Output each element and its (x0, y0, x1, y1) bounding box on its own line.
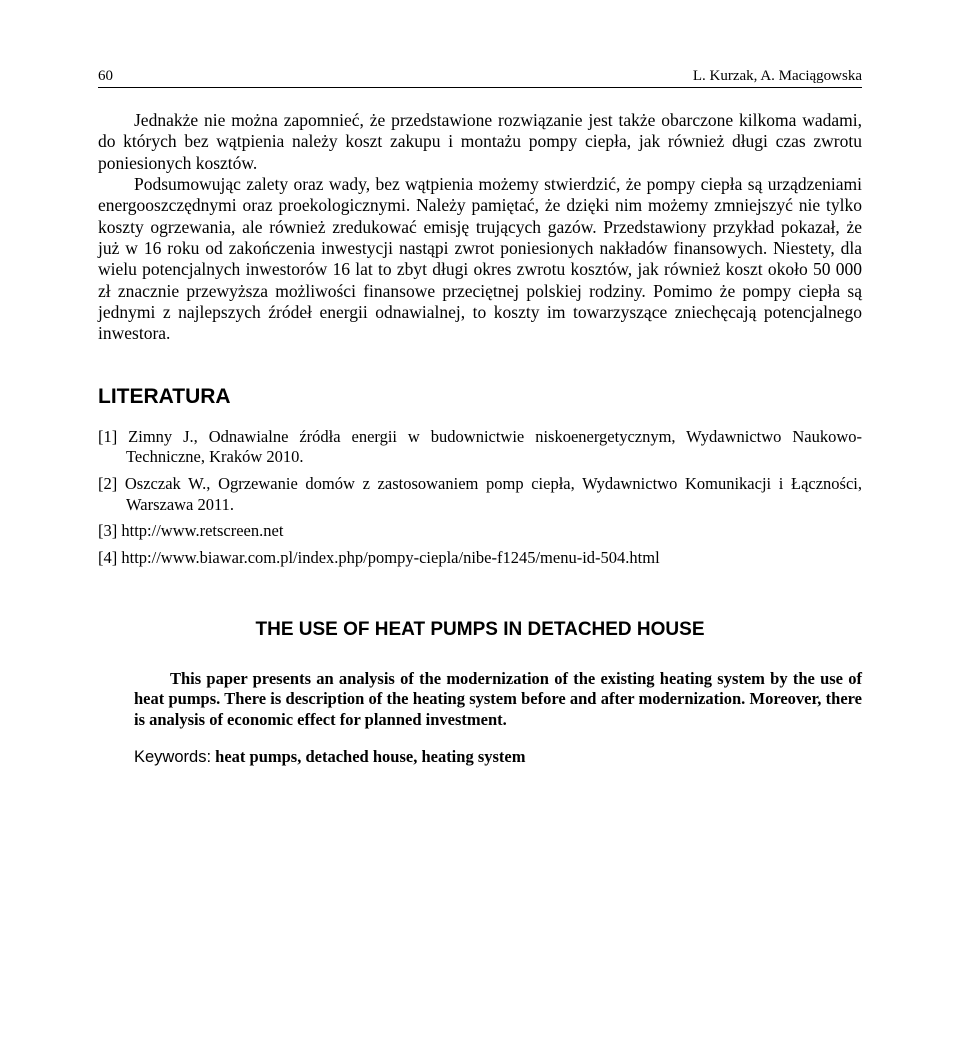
reference-item: [1] Zimny J., Odnawialne źródła energii … (98, 427, 862, 468)
keywords-value: heat pumps, detached house, heating syst… (211, 747, 525, 766)
english-abstract: This paper presents an analysis of the m… (98, 669, 862, 731)
english-title: THE USE OF HEAT PUMPS IN DETACHED HOUSE (98, 619, 862, 641)
reference-item: [2] Oszczak W., Ogrzewanie domów z zasto… (98, 474, 862, 515)
reference-item: [4] http://www.biawar.com.pl/index.php/p… (98, 548, 862, 569)
abstract-text: This paper presents an analysis of the m… (134, 669, 862, 729)
keywords-label: Keywords: (134, 748, 211, 766)
reference-item: [3] http://www.retscreen.net (98, 521, 862, 542)
header-authors: L. Kurzak, A. Maciągowska (693, 68, 862, 85)
literature-heading: LITERATURA (98, 385, 862, 409)
body-paragraph: Jednakże nie można zapomnieć, że przedst… (98, 110, 862, 345)
body-text-2: Podsumowując zalety oraz wady, bez wątpi… (98, 174, 862, 343)
page-number: 60 (98, 68, 113, 85)
running-header: 60 L. Kurzak, A. Maciągowska (98, 68, 862, 88)
keywords-line: Keywords: heat pumps, detached house, he… (98, 747, 862, 767)
body-text-1: Jednakże nie można zapomnieć, że przedst… (98, 110, 862, 173)
